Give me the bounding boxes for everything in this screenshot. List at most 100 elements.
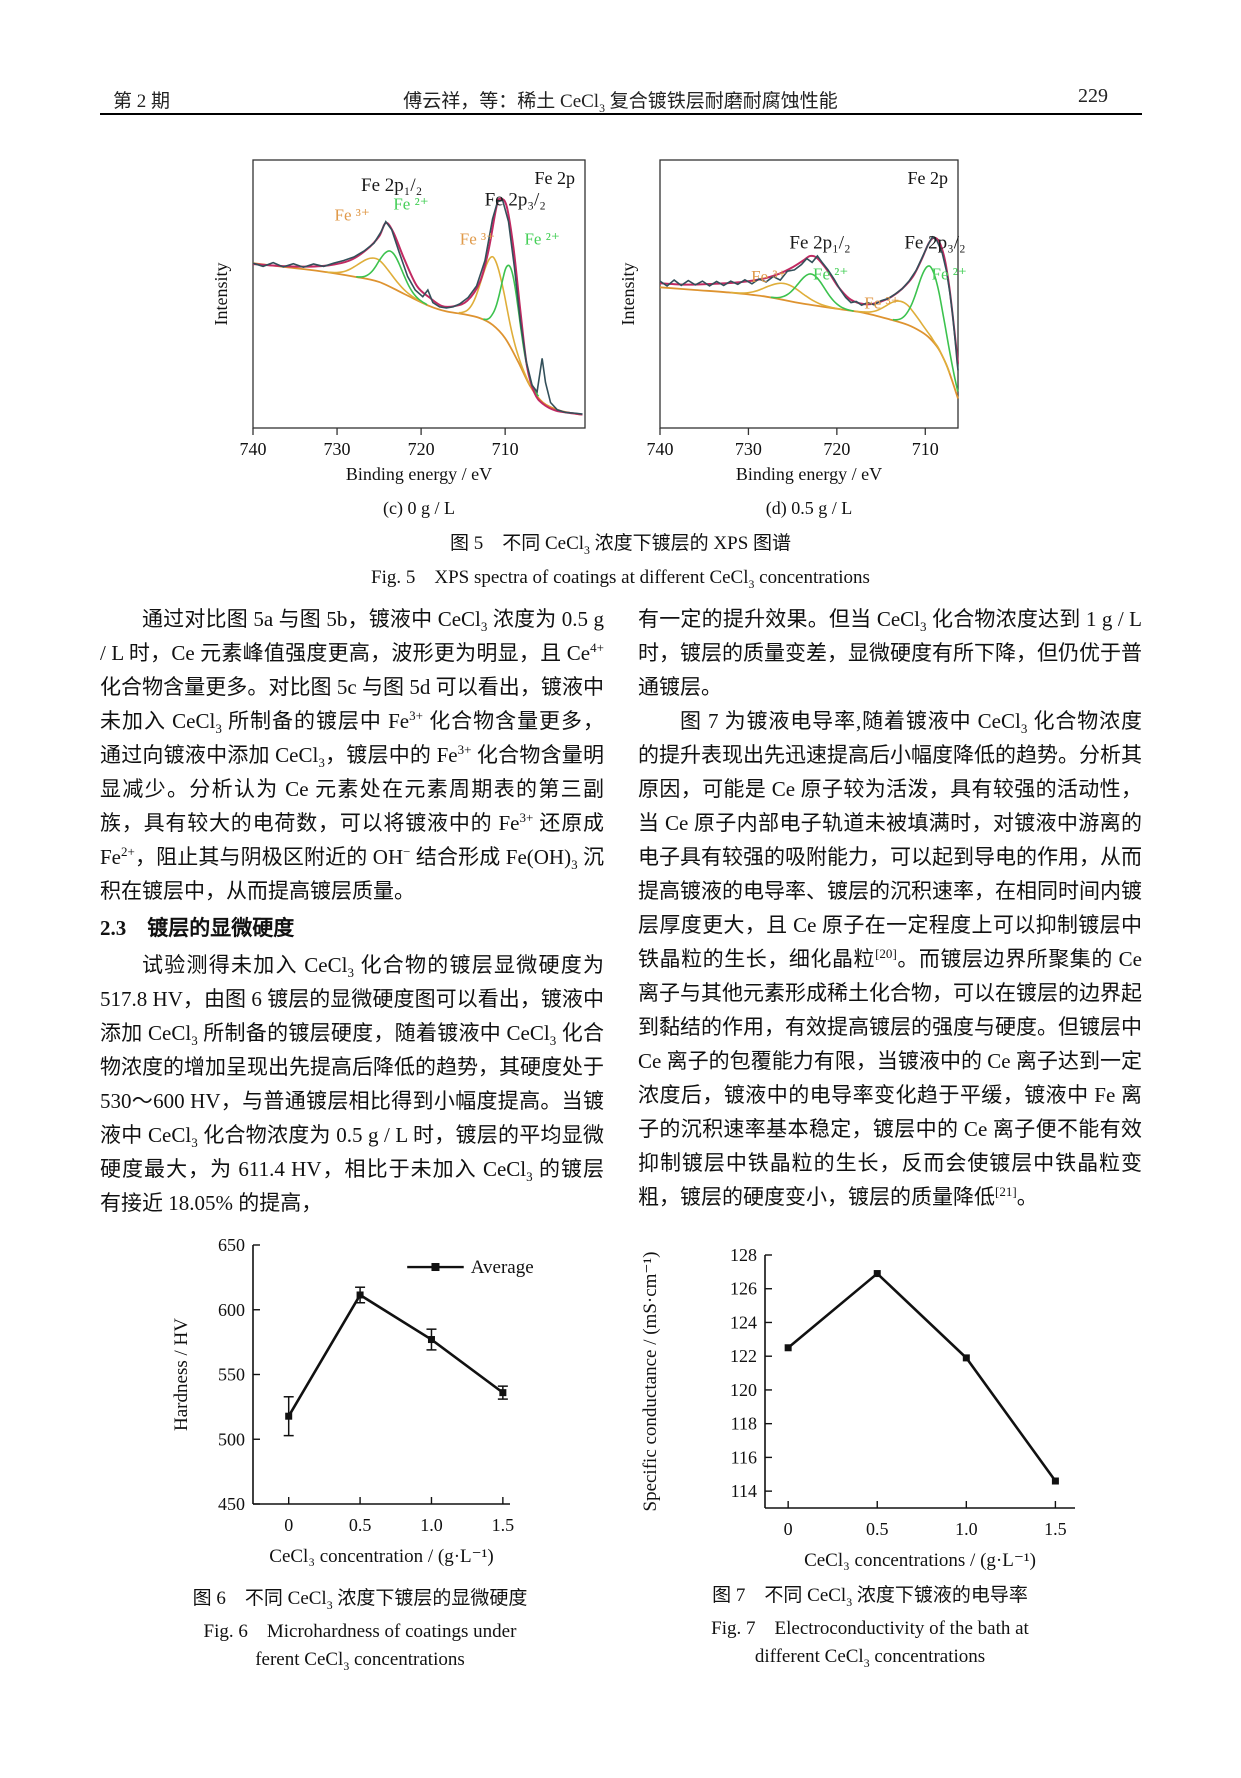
data-point-marker: [499, 1389, 507, 1397]
x-tick-label: 1.0: [420, 1515, 443, 1535]
figure7-caption-en-line1: Fig. 7 Electroconductivity of the bath a…: [711, 1618, 1029, 1639]
x-tick-label: 730: [324, 439, 351, 459]
data-point-marker: [873, 1270, 881, 1278]
header-issue: 第 2 期: [113, 91, 171, 112]
y-tick-label: 122: [730, 1346, 757, 1366]
section-heading-2-3: 2.3 镀层的显微硬度: [100, 916, 295, 940]
paragraph-1: 通过对比图 5a 与图 5b，镀液中 CeCl3 浓度为 0.5 g / L 时…: [100, 607, 605, 903]
data-point-marker: [356, 1291, 364, 1299]
raw-curve: [659, 235, 959, 371]
peak-label: Fe 2p₁/₂: [361, 175, 422, 196]
x-axis-label: CeCl₃ concentrations / (g·L⁻¹): [804, 1550, 1036, 1571]
panel-label: (c) 0 g / L: [383, 498, 455, 519]
peak-label: Fe ³⁺: [335, 205, 370, 224]
x-tick-label: 1.5: [492, 1515, 514, 1535]
x-tick-label: 0.5: [349, 1515, 372, 1535]
fe2-component-curve: [892, 265, 959, 392]
fe3-component-curve: [730, 282, 842, 311]
series-line: [287, 1293, 504, 1417]
data-point-marker: [784, 1344, 792, 1352]
data-point-marker: [285, 1412, 293, 1420]
peak-label: Fe ²⁺: [393, 195, 428, 214]
y-tick-label: 500: [218, 1429, 245, 1449]
x-axis-label: Binding energy / eV: [736, 464, 882, 484]
y-tick-label: 114: [731, 1481, 757, 1501]
corner-label: Fe 2p: [535, 168, 576, 188]
legend-marker: [431, 1263, 440, 1272]
y-tick-label: 600: [218, 1300, 245, 1320]
fe3-component-curve: [326, 257, 427, 305]
header-page-number: 229: [1078, 85, 1108, 107]
data-point-marker: [1051, 1477, 1059, 1485]
figure6-caption-en-line2: ferent CeCl3 concentrations: [255, 1649, 465, 1673]
x-tick-label: 710: [912, 439, 939, 459]
y-tick-label: 118: [731, 1414, 757, 1434]
background-curve: [659, 286, 959, 399]
y-axis-label: Intensity: [211, 263, 231, 326]
plot-frame: [659, 159, 959, 429]
y-tick-label: 120: [730, 1380, 757, 1400]
header-title: 傅云祥，等：稀土 CeCl3 复合镀铁层耐磨耐腐蚀性能: [403, 91, 838, 115]
peak-label: Fe 2p₃/₂: [904, 232, 965, 253]
y-tick-label: 450: [218, 1494, 245, 1514]
x-tick-label: 720: [823, 439, 850, 459]
figure5-caption-cn: 图 5 不同 CeCl3 浓度下镀层的 XPS 图谱: [449, 533, 792, 557]
xps-chart-d: 740 730 720 710 Binding energy / eV (d) 0.5 g…: [618, 159, 967, 519]
x-tick-label: 740: [647, 439, 674, 459]
x-tick-label: 720: [408, 439, 435, 459]
paragraph-4: 图 7 为镀液电导率,随着镀液中 CeCl3 化合物浓度的提升表现出先迅速提高后…: [638, 709, 1143, 1209]
y-tick-label: 126: [730, 1279, 757, 1299]
y-tick-label: 650: [218, 1235, 245, 1255]
peak-label: Fe 2p₁/₂: [789, 232, 850, 253]
figure6-caption-en-line1: Fig. 6 Microhardness of coatings under: [203, 1621, 517, 1642]
fe3-component-curve: [855, 300, 951, 374]
y-tick-label: 124: [730, 1312, 757, 1332]
x-axis-label: CeCl₃ concentration / (g·L⁻¹): [269, 1546, 493, 1567]
plot-frame: [252, 159, 586, 429]
paragraph-2: 试验测得未加入 CeCl3 化合物的镀层显微硬度为 517.8 HV，由图 6 …: [100, 953, 605, 1215]
data-point-marker: [427, 1336, 435, 1344]
x-tick-label: 740: [240, 439, 267, 459]
peak-label: Fe ²⁺: [931, 264, 966, 283]
raw-curve: [252, 199, 583, 415]
y-axis-label: Specific conductance / (mS·cm⁻¹): [640, 1252, 661, 1512]
peak-label: Fe ²⁺: [813, 264, 848, 283]
fe2-component-curve: [770, 273, 854, 312]
figure7-caption-en-line2: different CeCl3 concentrations: [754, 1646, 986, 1670]
y-axis-label: Hardness / HV: [171, 1318, 192, 1431]
corner-label: Fe 2p: [908, 168, 949, 188]
header-rule: [100, 113, 1142, 115]
y-tick-label: 550: [218, 1365, 245, 1385]
fe2-component-curve: [356, 250, 428, 306]
body-column-left: 通过对比图 5a 与图 5b，镀液中 CeCl3 浓度为 0.5 g / L 时…: [100, 602, 604, 1220]
x-tick-label: 710: [492, 439, 519, 459]
paragraph-3: 有一定的提升效果。但当 CeCl3 化合物浓度达到 1 g / L 时，镀层的质…: [638, 607, 1142, 699]
body-column-right: 有一定的提升效果。但当 CeCl3 化合物浓度达到 1 g / L 时，镀层的质…: [638, 602, 1142, 1214]
figure7-caption-cn: 图 7 不同 CeCl3 浓度下镀液的电导率: [712, 1585, 1028, 1609]
x-tick-label: 0: [284, 1515, 293, 1535]
conductance-chart: 114 116 118 120 122 124 126 128 0 0.5 1.0 1.5 CeCl₃ …: [640, 1245, 1075, 1571]
hardness-chart: 450 500 550 600 650 0 0.5 1.0 1.5 CeCl₃ concentra…: [171, 1235, 534, 1567]
y-tick-label: 116: [731, 1447, 757, 1467]
series-line: [787, 1271, 1057, 1482]
y-tick-label: 128: [730, 1245, 757, 1265]
panel-label: (d) 0.5 g / L: [766, 498, 852, 519]
data-point-marker: [962, 1354, 970, 1362]
peak-label: Fe ²⁺: [524, 229, 559, 248]
x-tick-label: 0: [784, 1519, 793, 1539]
x-tick-label: 730: [735, 439, 762, 459]
x-tick-label: 1.5: [1044, 1519, 1067, 1539]
fe3-component-curve: [458, 255, 531, 386]
peak-label: Fe 2p₃/₂: [485, 190, 546, 211]
x-tick-label: 1.0: [955, 1519, 978, 1539]
peak-label: Fe ³⁺: [751, 267, 786, 286]
peak-label: Fe ³⁺: [460, 229, 495, 248]
figure6-caption-cn: 图 6 不同 CeCl3 浓度下镀层的显微硬度: [192, 1588, 528, 1612]
peak-label: Fe ³⁺: [864, 294, 899, 313]
x-tick-label: 0.5: [866, 1519, 889, 1539]
legend-label: Average: [471, 1257, 534, 1278]
y-axis-label: Intensity: [618, 263, 638, 326]
x-axis-label: Binding energy / eV: [346, 464, 492, 484]
